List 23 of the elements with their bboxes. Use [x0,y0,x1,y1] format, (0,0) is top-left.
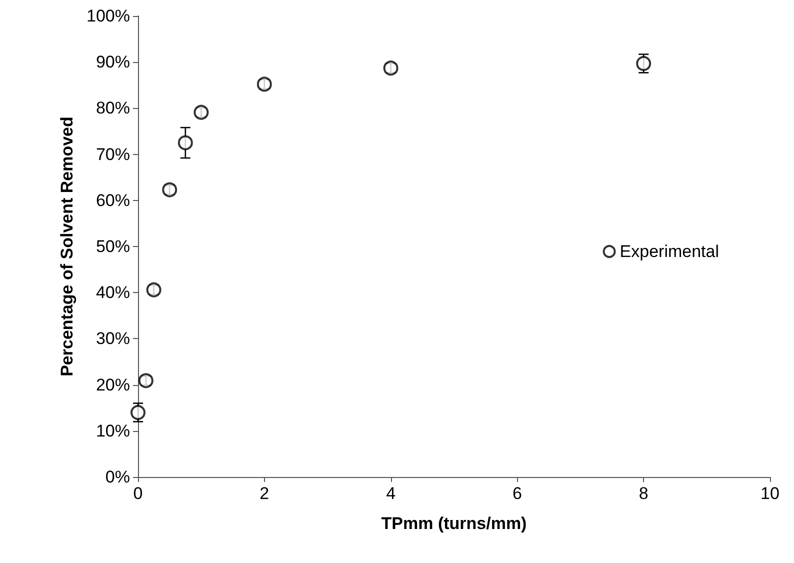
x-tick-label: 4 [386,484,396,503]
y-tick-label: 100% [86,6,130,26]
y-tick-label: 40% [96,283,130,302]
y-tick-label: 70% [96,144,130,164]
x-tick-label: 8 [638,484,648,503]
x-tick-label: 10 [760,484,780,503]
point [130,404,146,420]
point [636,56,652,71]
y-tick-label: 30% [96,329,130,348]
x-tick-label: 2 [260,484,270,503]
x-tick-label: 6 [512,484,522,503]
y-tick-label: 60% [96,190,130,210]
y-axis-title: Percentage of Solvent Removed [58,116,77,376]
point [178,135,193,150]
y-tick-label: 50% [96,237,130,256]
y-tick-label: 80% [96,98,130,118]
x-axis-title: TPmm (turns/mm) [381,514,527,533]
legend-label: Experimental [620,242,720,261]
y-tick-label: 20% [96,375,130,394]
y-tick-label: 0% [105,468,130,486]
y-tick-label: 90% [96,52,130,72]
y-tick-label: 10% [96,421,130,440]
x-tick-label: 0 [133,484,143,503]
